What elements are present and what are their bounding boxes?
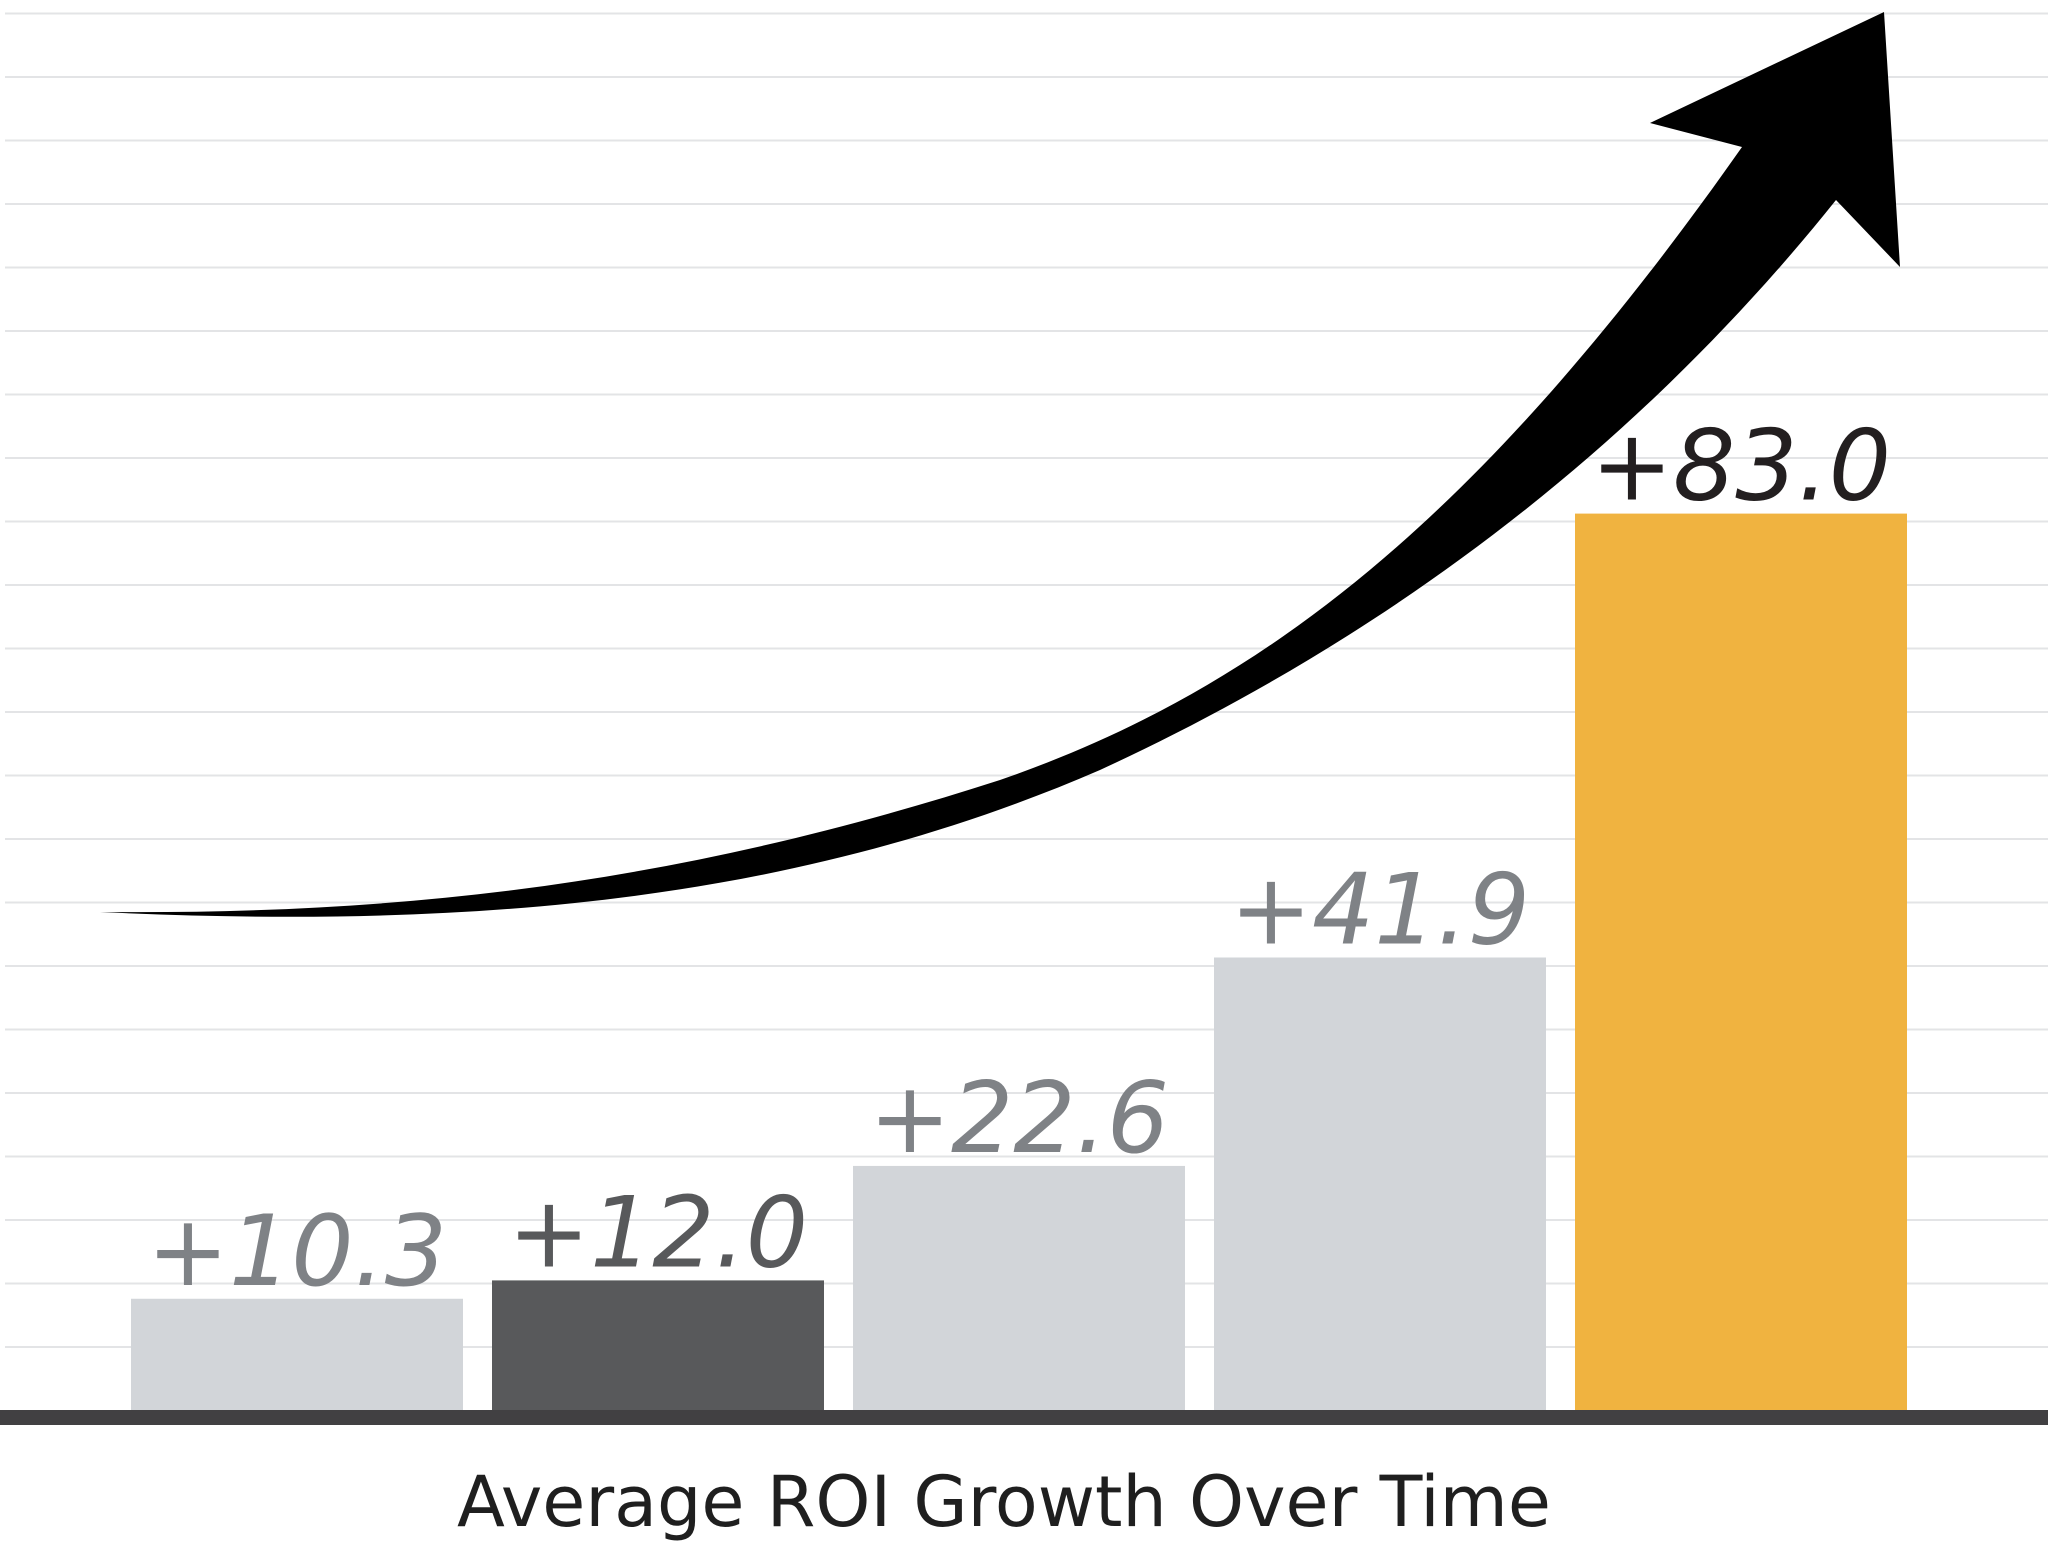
bars [131,513,1907,1410]
x-axis-baseline [0,1410,2048,1425]
bar-value-label-2: +12.0 [508,1176,808,1290]
bar-value-label-5: +83.0 [1591,410,1891,524]
bar-value-label-3: +22.6 [869,1062,1169,1176]
bar-value-label-4: +41.9 [1230,853,1530,967]
chart-title: Average ROI Growth Over Time [457,1461,1551,1543]
trend-arrow-icon [100,12,1900,917]
bar-4 [1214,957,1546,1410]
bar-1 [131,1298,463,1410]
bar-value-label-1: +10.3 [147,1195,447,1309]
bar-3 [853,1165,1185,1410]
value-labels: +10.3 +12.0 +22.6 +41.9 +83.0 [147,410,1891,1309]
bar-2 [492,1280,824,1410]
bar-5 [1575,513,1907,1410]
